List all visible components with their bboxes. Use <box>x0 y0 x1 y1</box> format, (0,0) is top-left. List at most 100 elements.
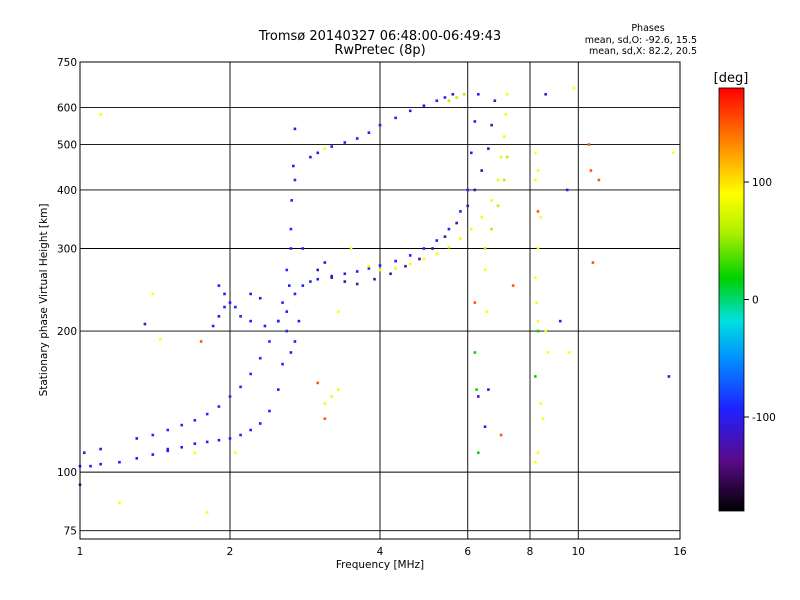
data-point <box>82 451 86 455</box>
data-point <box>258 296 262 300</box>
data-point <box>447 245 451 249</box>
x-tick-label: 10 <box>572 546 585 558</box>
data-point <box>323 147 327 150</box>
data-point <box>223 292 226 296</box>
data-point <box>536 451 540 455</box>
data-point <box>159 338 162 341</box>
data-point <box>502 135 506 138</box>
data-point <box>249 292 252 296</box>
data-point <box>408 262 412 266</box>
data-point <box>268 340 271 343</box>
y-tick-label: 500 <box>57 140 77 152</box>
data-point <box>330 274 334 278</box>
data-point <box>487 388 490 391</box>
data-point <box>435 252 439 256</box>
data-point <box>544 329 547 333</box>
data-point <box>239 385 242 389</box>
y-tick-label: 200 <box>57 326 77 338</box>
data-point <box>443 96 447 99</box>
data-point <box>451 92 455 96</box>
data-point <box>99 447 102 451</box>
data-point <box>343 280 347 283</box>
data-point <box>193 419 197 422</box>
data-point <box>565 188 569 192</box>
phase-stats-x: mean, sd,X: 82.2, 20.5 <box>589 46 697 57</box>
data-point <box>287 284 291 287</box>
data-point <box>511 284 515 287</box>
data-point <box>536 319 540 323</box>
data-point <box>293 340 297 343</box>
data-point <box>505 92 509 96</box>
chart-subtitle: RwPretec (8p) <box>334 43 425 58</box>
data-point <box>536 210 540 213</box>
data-point <box>466 188 470 192</box>
data-point <box>343 272 347 276</box>
data-point <box>587 143 591 146</box>
data-point <box>667 375 671 378</box>
data-point <box>378 268 382 272</box>
data-point <box>408 254 412 257</box>
y-axis-label: Stationary phase Virtual Height [km] <box>38 204 50 397</box>
data-point <box>483 425 487 429</box>
x-axis-ticks: 1 2 4 6 8 10 16 <box>77 546 687 558</box>
data-point <box>166 428 170 432</box>
data-point <box>285 329 289 333</box>
data-point <box>281 301 284 304</box>
data-point <box>394 267 397 270</box>
y-tick-label: 300 <box>57 244 77 256</box>
data-point <box>539 402 542 405</box>
x-axis-label: Frequency [MHz] <box>336 559 424 571</box>
data-point <box>151 433 155 437</box>
colorbar-tick-label: -100 <box>752 412 776 424</box>
data-point <box>193 442 197 445</box>
data-point <box>276 388 280 391</box>
data-point <box>466 204 470 208</box>
data-point <box>558 319 562 323</box>
colorbar-ticks: 100 0 -100 <box>744 177 776 424</box>
data-point <box>493 99 497 103</box>
data-point <box>373 277 376 281</box>
data-point <box>473 351 477 354</box>
data-point <box>281 362 284 366</box>
data-point <box>276 319 280 323</box>
data-point <box>205 412 209 416</box>
data-point <box>455 96 458 99</box>
data-point <box>323 417 327 421</box>
data-point <box>290 199 294 202</box>
grid-lines <box>79 61 681 539</box>
data-point <box>293 292 297 296</box>
data-point <box>166 447 170 451</box>
data-point <box>301 247 305 250</box>
data-point <box>292 164 295 168</box>
data-point <box>180 445 184 449</box>
data-point <box>343 141 347 144</box>
colorbar-tick-label: 100 <box>752 177 772 189</box>
data-point <box>151 453 155 456</box>
data-point <box>118 460 121 464</box>
data-point <box>378 123 382 127</box>
data-point <box>323 261 327 264</box>
data-point <box>355 282 359 286</box>
data-point <box>422 104 426 108</box>
data-point <box>534 178 537 182</box>
data-point <box>118 501 121 505</box>
data-point <box>330 276 334 279</box>
data-point <box>180 423 184 427</box>
data-point <box>234 451 237 455</box>
data-point <box>301 284 305 287</box>
data-point <box>367 264 371 268</box>
data-point <box>483 247 487 250</box>
data-point <box>473 301 477 304</box>
data-point <box>490 227 493 231</box>
data-point <box>475 388 478 391</box>
data-point <box>422 257 426 261</box>
data-point <box>217 315 221 318</box>
data-point <box>487 147 490 150</box>
data-point <box>355 270 359 273</box>
x-tick-label: 6 <box>464 546 471 558</box>
data-point <box>483 268 487 272</box>
data-point <box>404 264 407 268</box>
data-point <box>443 235 447 238</box>
data-point <box>490 199 493 202</box>
y-tick-label: 750 <box>57 57 77 69</box>
